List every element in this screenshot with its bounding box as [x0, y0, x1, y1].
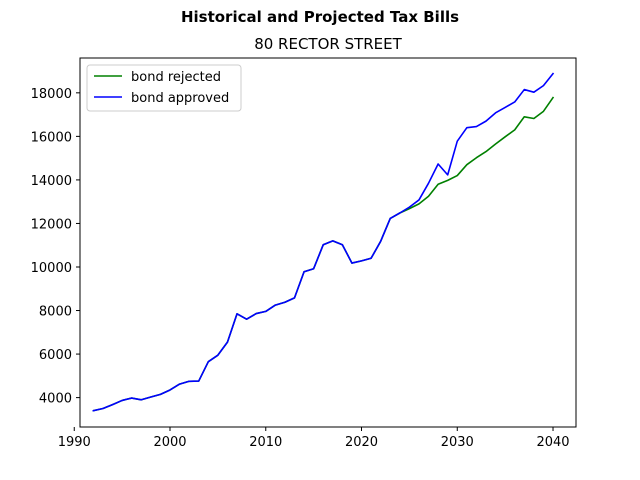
legend-label-bond-rejected: bond rejected — [131, 70, 221, 85]
y-tick-label: 14000 — [31, 174, 72, 189]
series-line-bond-approved — [92, 72, 555, 412]
axes-frame — [79, 57, 577, 428]
y-tick-label: 8000 — [39, 305, 72, 320]
plot-area: 1990 2000 2010 2020 2030 2040 4000 6000 8000 1000… — [31, 57, 577, 450]
y-tick-label: 12000 — [31, 217, 72, 232]
x-tick-label: 2020 — [345, 435, 378, 450]
x-tick-label: 1990 — [58, 435, 91, 450]
legend-box — [86, 64, 242, 112]
chart-title: 80 RECTOR STREET — [254, 35, 402, 53]
x-tick-label: 2030 — [441, 435, 474, 450]
x-tick-label: 2010 — [249, 435, 282, 450]
y-tick-label: 18000 — [31, 87, 72, 102]
x-tick-label: 2040 — [536, 435, 569, 450]
legend: bond rejected bond approved — [86, 64, 242, 112]
legend-label-bond-approved: bond approved — [131, 91, 229, 106]
x-tick-label: 2000 — [153, 435, 186, 450]
y-tick-label: 4000 — [39, 392, 72, 407]
chart-suptitle: Historical and Projected Tax Bills — [181, 8, 459, 26]
y-tick-label: 10000 — [31, 261, 72, 276]
series-line-bond-rejected — [92, 96, 555, 412]
y-tick-label: 6000 — [39, 348, 72, 363]
y-tick-label: 16000 — [31, 130, 72, 145]
